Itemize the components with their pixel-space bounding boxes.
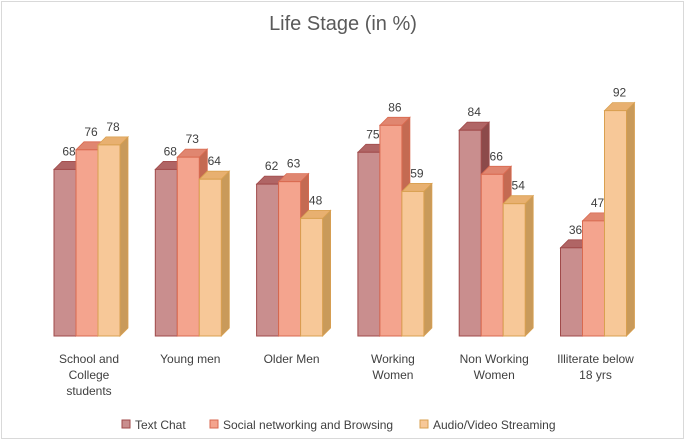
legend-label: Social networking and Browsing [223, 418, 393, 432]
data-label: 76 [84, 125, 98, 139]
legend-item-social-networking-and-browsing: Social networking and Browsing [209, 418, 393, 432]
category-labels: School and College students Young men Older … [59, 352, 634, 398]
data-label: 64 [208, 154, 222, 168]
bar-front [604, 110, 627, 337]
bar-front [357, 151, 381, 337]
data-label: 63 [287, 157, 301, 171]
bar-front [198, 178, 222, 337]
data-label: 68 [62, 144, 76, 158]
data-label: 68 [164, 144, 178, 158]
legend-label: Audio/Video Streaming [433, 418, 556, 432]
bar-audio-video-streaming-1 [198, 170, 231, 337]
bar-side [423, 182, 433, 337]
data-label: 47 [591, 196, 605, 210]
data-label: 66 [490, 149, 504, 163]
bar-front [401, 190, 425, 337]
bar-audio-video-streaming-2 [299, 209, 332, 337]
data-label: 59 [410, 166, 424, 180]
bar-front [458, 129, 482, 337]
data-label: 48 [309, 193, 323, 207]
data-label: 36 [569, 223, 583, 237]
data-label: 75 [366, 127, 380, 141]
legend-swatch [121, 419, 131, 429]
bar-front [176, 156, 200, 337]
data-label: 84 [468, 105, 482, 119]
bar-audio-video-streaming-0 [97, 135, 129, 337]
data-label: 78 [106, 120, 120, 134]
bar-front [97, 144, 121, 337]
bar-front [379, 124, 403, 337]
data-label: 86 [388, 100, 402, 114]
bar-audio-video-streaming-4 [502, 194, 535, 337]
data-label: 62 [265, 159, 279, 173]
legend-item-audio-video-streaming: Audio/Video Streaming [419, 418, 556, 432]
data-label: 73 [186, 132, 200, 146]
legend-swatch [419, 419, 429, 429]
bar-front [582, 220, 605, 337]
data-label: 54 [512, 179, 526, 193]
legend-label: Text Chat [135, 418, 186, 432]
bar-side [626, 101, 635, 337]
bar-audio-video-streaming-3 [400, 182, 433, 337]
category-label: Young men [160, 352, 220, 366]
bars-group: 68 76 78 68 73 64 62 63 48 75 86 59 84 66 54 36 47 92 [53, 86, 636, 337]
bar-front [560, 247, 583, 337]
legend-item-text-chat: Text Chat [121, 418, 186, 432]
category-label: Illiterate below 18 yrs [557, 352, 634, 382]
bar-side [220, 170, 230, 337]
bar-audio-video-streaming-5 [603, 101, 636, 337]
bar-side [322, 209, 332, 337]
category-label: Older Men [264, 352, 320, 366]
bar-front [502, 203, 526, 337]
category-label: School and College students [59, 352, 119, 398]
bar-front [75, 149, 99, 337]
data-label: 92 [613, 86, 627, 100]
category-label: Non Working Women [460, 352, 529, 382]
bar-front [300, 217, 324, 337]
bar-front [256, 183, 280, 337]
legend: Text Chat Social networking and Browsing A… [121, 418, 556, 432]
bar-front [53, 168, 77, 337]
bar-side [119, 135, 129, 337]
bar-front [154, 168, 178, 337]
chart-title: Life Stage (in %) [269, 13, 417, 35]
category-label: Working Women [371, 352, 415, 382]
bar-social-networking-and-browsing-3 [378, 116, 411, 337]
bar-front [480, 173, 504, 337]
legend-swatch [209, 419, 219, 429]
bar-front [278, 181, 302, 337]
bar-side [524, 194, 534, 337]
